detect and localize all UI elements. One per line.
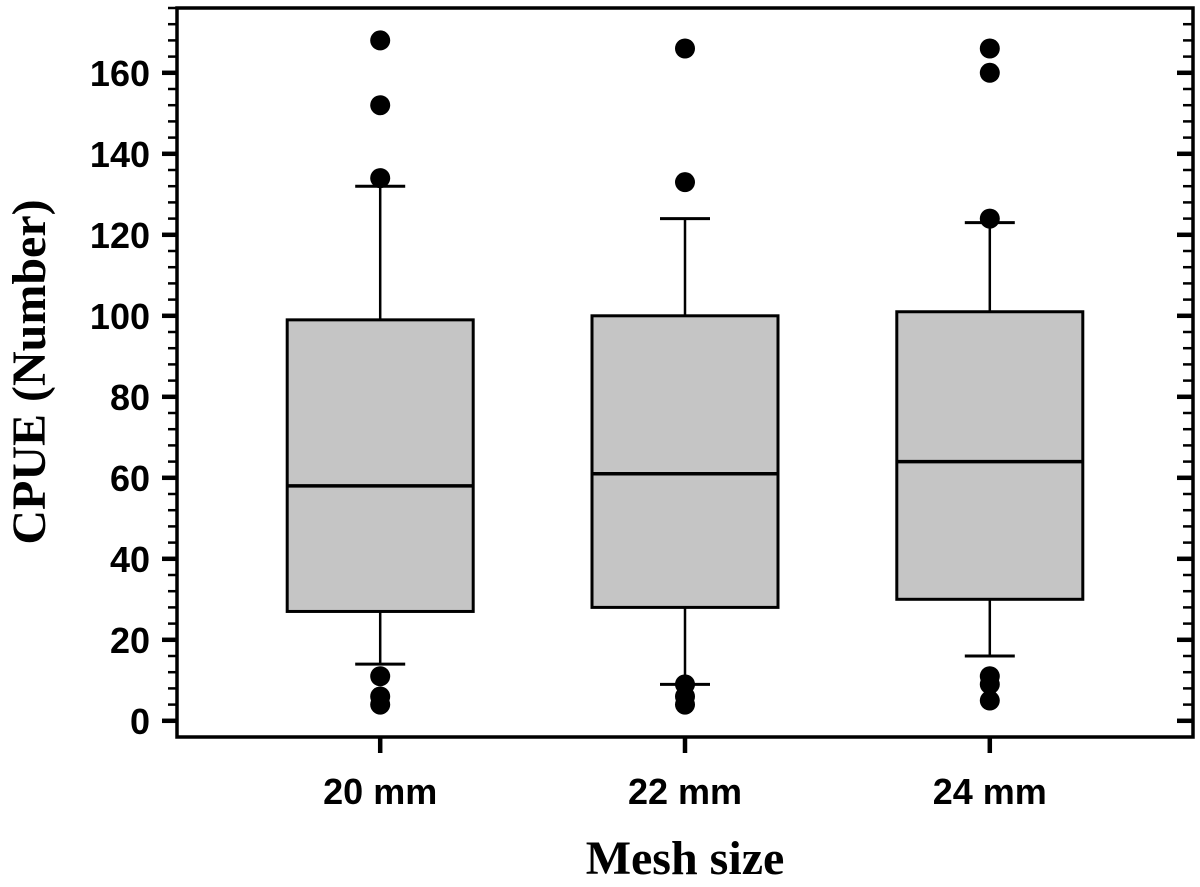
- x-category-label: 24 mm: [933, 771, 1047, 812]
- y-tick-label: 140: [90, 134, 150, 175]
- y-tick-label: 160: [90, 53, 150, 94]
- iqr-box: [285, 318, 475, 613]
- outlier-dot: [370, 666, 391, 687]
- iqr-box: [895, 310, 1085, 601]
- y-axis-title: CPUE (Number): [3, 199, 56, 545]
- plot-frame: [175, 6, 1195, 739]
- y-tick-label: 120: [90, 215, 150, 256]
- x-category-label: 22 mm: [628, 771, 742, 812]
- outlier-dot: [979, 690, 1000, 711]
- outlier-dot: [675, 694, 695, 715]
- outlier-dot: [370, 694, 391, 715]
- y-tick-label: 80: [110, 377, 150, 418]
- y-tick-label: 100: [90, 296, 150, 337]
- outlier-dot: [675, 38, 695, 59]
- outlier-dot: [979, 674, 1000, 695]
- y-tick-label: 20: [110, 620, 150, 661]
- y-tick-label: 40: [110, 539, 150, 580]
- iqr-box: [590, 314, 780, 609]
- y-tick-label: 0: [130, 701, 150, 742]
- outlier-dot: [370, 30, 391, 51]
- x-category-label: 20 mm: [323, 771, 437, 812]
- y-tick-label: 60: [110, 458, 150, 499]
- outlier-dot: [979, 208, 1000, 229]
- outlier-dot: [370, 168, 391, 189]
- x-axis-title: Mesh size: [585, 832, 785, 885]
- outlier-dot: [370, 95, 391, 116]
- outlier-dot: [979, 62, 1000, 83]
- outlier-dot: [675, 172, 695, 193]
- outlier-dot: [979, 38, 1000, 59]
